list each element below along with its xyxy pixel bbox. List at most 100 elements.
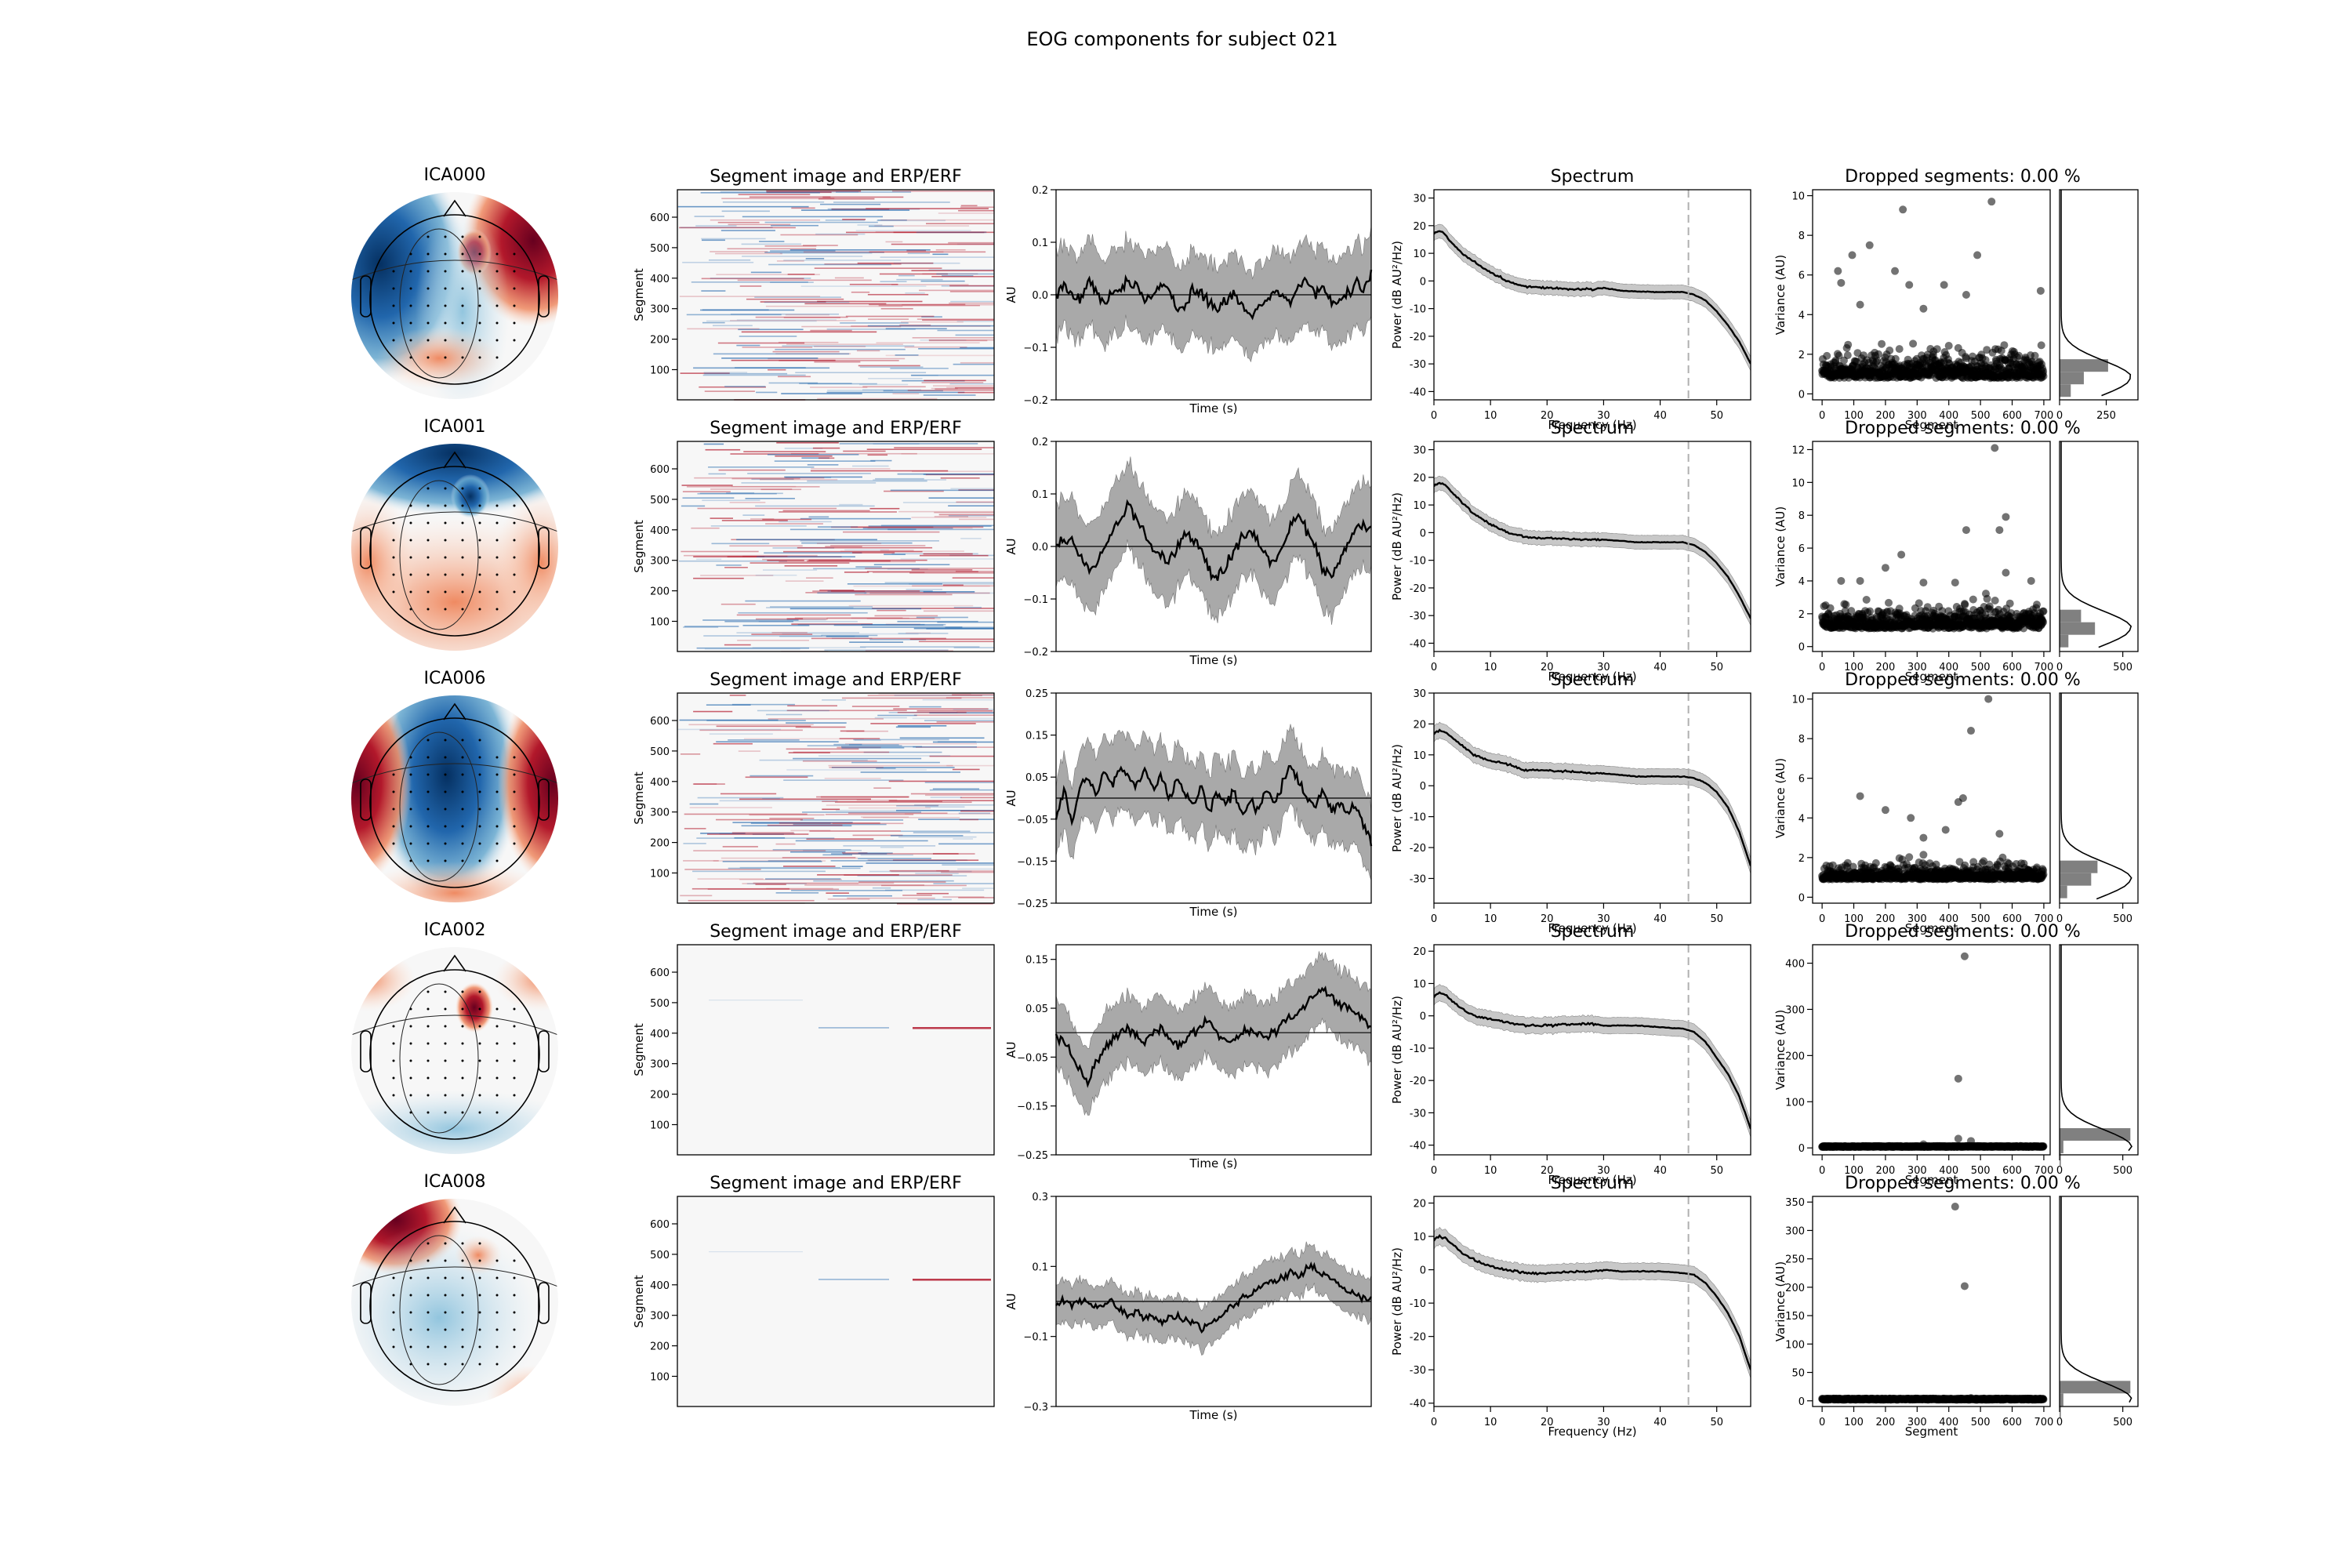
segment-stripe [867, 293, 929, 296]
segment-stripe [768, 382, 818, 384]
segment-variance-point [1886, 347, 1894, 354]
segment-stripe [887, 568, 928, 570]
segment-stripe [680, 895, 713, 897]
sensor [409, 1025, 412, 1028]
segment-stripe [822, 808, 840, 811]
spectrum-x-tick-label: 0 [1431, 1417, 1437, 1428]
segment-stripe [859, 383, 909, 386]
sensor [444, 1311, 447, 1314]
segment-stripe [925, 794, 994, 797]
segment-stripe [898, 510, 994, 513]
sensor [426, 1007, 430, 1011]
segment-stripe [822, 196, 904, 198]
segment-stripe [884, 490, 944, 492]
segment-variance-outlier [1919, 833, 1928, 842]
segment-stripe [772, 350, 840, 353]
topomap-contour [399, 480, 479, 630]
segment-stripe [715, 252, 782, 255]
segment-image-y-tick-label: 100 [650, 1120, 670, 1131]
segment-stripe [708, 473, 726, 475]
sensor [478, 739, 481, 742]
sensor [426, 287, 430, 290]
segment-stripe [867, 454, 888, 456]
segment-stripe [833, 895, 892, 897]
segment-stripe [679, 719, 779, 721]
sensor [392, 556, 395, 559]
segment-stripe [770, 281, 814, 283]
sensor [461, 1042, 464, 1045]
spectrum-ylabel: Power (dB AU²/Hz) [1390, 1247, 1404, 1356]
sensor [426, 1025, 430, 1028]
sensor [444, 825, 447, 828]
sensor [409, 790, 412, 793]
sensor [461, 1059, 464, 1062]
sensor [495, 590, 499, 593]
segment-stripe [745, 498, 795, 499]
histogram-x-tick-label: 500 [2113, 1165, 2132, 1177]
segment-stripe [764, 221, 878, 223]
segment-stripe [912, 585, 994, 587]
segment-stripe [835, 809, 970, 811]
erp-xlabel: Time (s) [1189, 401, 1238, 416]
segment-stripe [803, 251, 944, 253]
spectrum-y-tick-label: -40 [1410, 387, 1426, 398]
segment-image-y-tick-label: 400 [650, 1029, 670, 1040]
sensor [392, 1076, 395, 1080]
segment-variance-point [2005, 599, 2014, 608]
sensor [392, 1345, 395, 1348]
sensor [478, 287, 481, 290]
erp-ylabel: AU [1004, 538, 1018, 554]
topomap-positive-region [351, 695, 412, 885]
sensor [426, 1276, 430, 1279]
segment-stripe [885, 354, 994, 357]
segment-stripe [699, 386, 766, 388]
segment-stripe [683, 554, 818, 557]
segment-stripe [919, 289, 994, 292]
dropped-segments-y-tick-label: 2 [1798, 853, 1805, 865]
segment-stripe [833, 201, 950, 203]
segment-variance-point [2039, 618, 2048, 626]
segment-stripe [739, 866, 840, 869]
segment-stripe [705, 448, 741, 451]
segment-stripe [775, 843, 796, 845]
segment-stripe [760, 301, 826, 303]
segment-stripe [863, 592, 994, 594]
segment-variance-point [1885, 598, 1893, 607]
sensor [478, 1259, 481, 1262]
segment-stripe [811, 637, 946, 640]
dropped-segments-y-tick-label: 12 [1791, 445, 1805, 456]
erp-y-tick-label: 0.15 [1025, 955, 1048, 967]
segment-stripe [791, 207, 815, 209]
segment-stripe [876, 768, 896, 769]
sensor [409, 1042, 412, 1045]
segment-stripe [932, 788, 980, 790]
topomap-positive-region [455, 1236, 502, 1275]
segment-stripe [911, 569, 973, 571]
segment-stripe [717, 221, 760, 223]
topomap: ICA002 [351, 920, 558, 1154]
segment-stripe [851, 706, 900, 707]
sensor [444, 287, 447, 290]
segment-stripe [818, 1279, 889, 1280]
sensor [513, 556, 516, 559]
segment-stripe [693, 710, 733, 713]
dropped-segments-y-tick-label: 10 [1791, 695, 1805, 706]
segment-stripe [736, 319, 837, 321]
segment-stripe [768, 718, 884, 720]
segment-stripe [928, 497, 994, 499]
sensor [444, 608, 447, 611]
segment-image-y-tick-label: 400 [650, 525, 670, 537]
erp-ylabel: AU [1004, 1293, 1018, 1309]
segment-stripe [899, 737, 985, 739]
segment-stripe [807, 745, 902, 747]
histogram-density-line [2060, 945, 2132, 1152]
segment-stripe [953, 607, 982, 608]
segment-stripe [885, 328, 947, 330]
segment-variance-point [1944, 342, 1953, 350]
segment-stripe [934, 511, 994, 514]
segment-stripe [826, 892, 849, 894]
segment-stripe [682, 497, 735, 499]
segment-stripe [949, 383, 994, 385]
segment-stripe [736, 539, 877, 541]
segment-stripe [808, 516, 829, 518]
